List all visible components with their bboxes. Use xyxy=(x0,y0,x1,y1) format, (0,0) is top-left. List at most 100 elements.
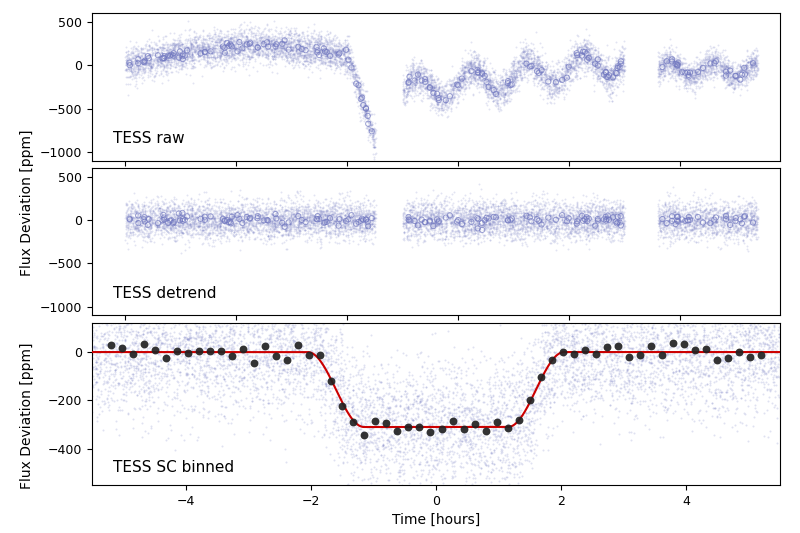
Point xyxy=(389,429,402,438)
Point xyxy=(342,231,354,239)
Point xyxy=(554,337,567,346)
Point xyxy=(462,214,474,223)
Point xyxy=(268,210,281,219)
Point xyxy=(520,412,533,421)
Point xyxy=(158,57,171,66)
Point xyxy=(334,46,346,54)
Point xyxy=(306,295,318,304)
Point xyxy=(126,216,139,224)
Point xyxy=(292,35,305,43)
Point xyxy=(426,71,438,80)
Point xyxy=(321,217,334,225)
Point xyxy=(590,221,603,230)
Point xyxy=(672,235,685,244)
Point xyxy=(614,66,626,74)
Point xyxy=(366,120,378,128)
Point xyxy=(575,54,588,63)
Point xyxy=(94,347,107,356)
Point xyxy=(575,327,588,335)
Point xyxy=(581,302,594,310)
Point xyxy=(266,223,278,231)
Point xyxy=(178,51,191,60)
Point xyxy=(265,301,278,309)
Point xyxy=(338,448,351,456)
Point xyxy=(603,219,616,227)
Point xyxy=(693,358,706,367)
Point xyxy=(248,386,261,394)
Point xyxy=(690,383,702,392)
Point xyxy=(748,331,761,340)
Point xyxy=(328,48,341,56)
Point xyxy=(483,214,496,223)
Point xyxy=(722,64,734,73)
Point xyxy=(369,376,382,384)
Point xyxy=(672,213,685,222)
Point xyxy=(701,62,714,70)
Point xyxy=(329,205,342,214)
Point xyxy=(678,223,691,232)
Point xyxy=(705,218,718,227)
Point xyxy=(534,397,547,405)
Point xyxy=(455,211,468,219)
Point xyxy=(726,70,738,78)
Point xyxy=(574,204,586,213)
Point xyxy=(284,42,297,51)
Point xyxy=(240,212,253,221)
Point xyxy=(236,206,249,214)
Point xyxy=(686,67,698,75)
Point xyxy=(522,415,535,424)
Point xyxy=(714,245,726,253)
Point xyxy=(706,349,719,357)
Point xyxy=(220,224,233,233)
Point xyxy=(474,66,486,75)
Point xyxy=(501,452,514,461)
Point xyxy=(407,416,420,425)
Point xyxy=(580,235,593,243)
Point xyxy=(390,361,402,370)
Point xyxy=(538,190,550,199)
Point xyxy=(299,303,312,311)
Point xyxy=(406,94,418,103)
Point xyxy=(216,277,229,285)
Point xyxy=(605,76,618,84)
Point xyxy=(580,54,593,62)
Point xyxy=(338,36,351,45)
Point xyxy=(768,393,781,401)
Point xyxy=(494,104,506,113)
Point xyxy=(746,67,758,75)
Point xyxy=(457,77,470,86)
Point xyxy=(182,45,194,54)
Point xyxy=(740,213,753,221)
Point xyxy=(154,204,166,212)
Point xyxy=(698,352,710,360)
Point xyxy=(666,365,678,373)
Point xyxy=(735,79,748,88)
Point xyxy=(236,225,249,234)
Point xyxy=(399,400,412,408)
Point xyxy=(218,217,231,225)
Point xyxy=(400,409,413,417)
Point xyxy=(414,208,426,216)
Point xyxy=(599,303,612,312)
Point xyxy=(329,208,342,217)
Point xyxy=(198,188,210,197)
Point xyxy=(708,342,721,350)
Point xyxy=(234,208,246,217)
Point xyxy=(529,74,542,82)
Point xyxy=(414,56,427,64)
Point xyxy=(167,55,180,63)
Point xyxy=(656,57,669,66)
Point xyxy=(498,204,510,213)
Point xyxy=(482,74,494,83)
Point xyxy=(653,60,666,68)
Point xyxy=(578,50,590,59)
Point xyxy=(750,50,762,59)
Point xyxy=(419,448,432,456)
Point xyxy=(400,448,413,457)
Point xyxy=(734,381,747,390)
Point xyxy=(160,348,173,356)
Point xyxy=(208,222,221,231)
Point xyxy=(420,71,433,80)
Point xyxy=(298,213,311,222)
Point xyxy=(410,74,423,82)
